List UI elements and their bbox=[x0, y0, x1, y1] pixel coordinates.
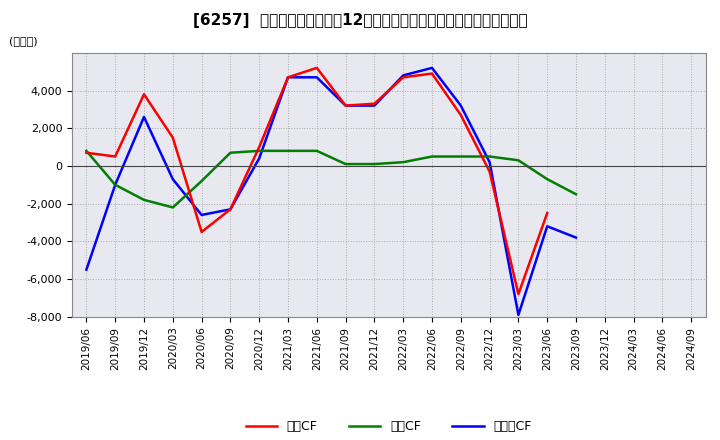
Text: (百万円): (百万円) bbox=[9, 36, 38, 46]
投資CF bbox=[312, 148, 321, 154]
営業CF bbox=[226, 207, 235, 212]
投資CF bbox=[485, 154, 494, 159]
営業CF bbox=[399, 75, 408, 80]
投資CF bbox=[82, 148, 91, 154]
営業CF bbox=[370, 101, 379, 106]
フリーCF bbox=[341, 103, 350, 108]
フリーCF bbox=[543, 224, 552, 229]
投資CF bbox=[370, 161, 379, 167]
投資CF bbox=[428, 154, 436, 159]
営業CF bbox=[428, 71, 436, 76]
フリーCF bbox=[82, 267, 91, 272]
営業CF bbox=[284, 75, 292, 80]
営業CF bbox=[485, 169, 494, 174]
投資CF bbox=[168, 205, 177, 210]
営業CF bbox=[341, 103, 350, 108]
Text: [6257]  キャッシュフローの12か月移動合計の対前年同期増減額の推移: [6257] キャッシュフローの12か月移動合計の対前年同期増減額の推移 bbox=[193, 13, 527, 28]
フリーCF bbox=[399, 73, 408, 78]
営業CF bbox=[197, 229, 206, 235]
フリーCF bbox=[197, 213, 206, 218]
投資CF bbox=[140, 197, 148, 202]
営業CF bbox=[514, 292, 523, 297]
フリーCF bbox=[284, 75, 292, 80]
投資CF bbox=[197, 178, 206, 183]
Line: 投資CF: 投資CF bbox=[86, 151, 576, 207]
フリーCF bbox=[456, 103, 465, 108]
投資CF bbox=[399, 160, 408, 165]
投資CF bbox=[456, 154, 465, 159]
投資CF bbox=[226, 150, 235, 155]
フリーCF bbox=[428, 65, 436, 70]
投資CF bbox=[514, 158, 523, 163]
フリーCF bbox=[485, 160, 494, 165]
投資CF bbox=[572, 191, 580, 197]
フリーCF bbox=[111, 182, 120, 187]
投資CF bbox=[341, 161, 350, 167]
フリーCF bbox=[255, 156, 264, 161]
フリーCF bbox=[168, 176, 177, 182]
投資CF bbox=[543, 176, 552, 182]
営業CF bbox=[140, 92, 148, 97]
投資CF bbox=[284, 148, 292, 154]
フリーCF bbox=[226, 207, 235, 212]
投資CF bbox=[111, 182, 120, 187]
営業CF bbox=[312, 65, 321, 70]
フリーCF bbox=[140, 114, 148, 120]
Legend: 営業CF, 投資CF, フリーCF: 営業CF, 投資CF, フリーCF bbox=[240, 415, 537, 438]
営業CF bbox=[543, 210, 552, 216]
営業CF bbox=[456, 112, 465, 117]
フリーCF bbox=[370, 103, 379, 108]
営業CF bbox=[255, 144, 264, 150]
営業CF bbox=[111, 154, 120, 159]
営業CF bbox=[82, 150, 91, 155]
営業CF bbox=[168, 135, 177, 140]
Line: 営業CF: 営業CF bbox=[86, 68, 547, 294]
Line: フリーCF: フリーCF bbox=[86, 68, 576, 315]
フリーCF bbox=[572, 235, 580, 240]
投資CF bbox=[255, 148, 264, 154]
フリーCF bbox=[514, 312, 523, 318]
フリーCF bbox=[312, 75, 321, 80]
